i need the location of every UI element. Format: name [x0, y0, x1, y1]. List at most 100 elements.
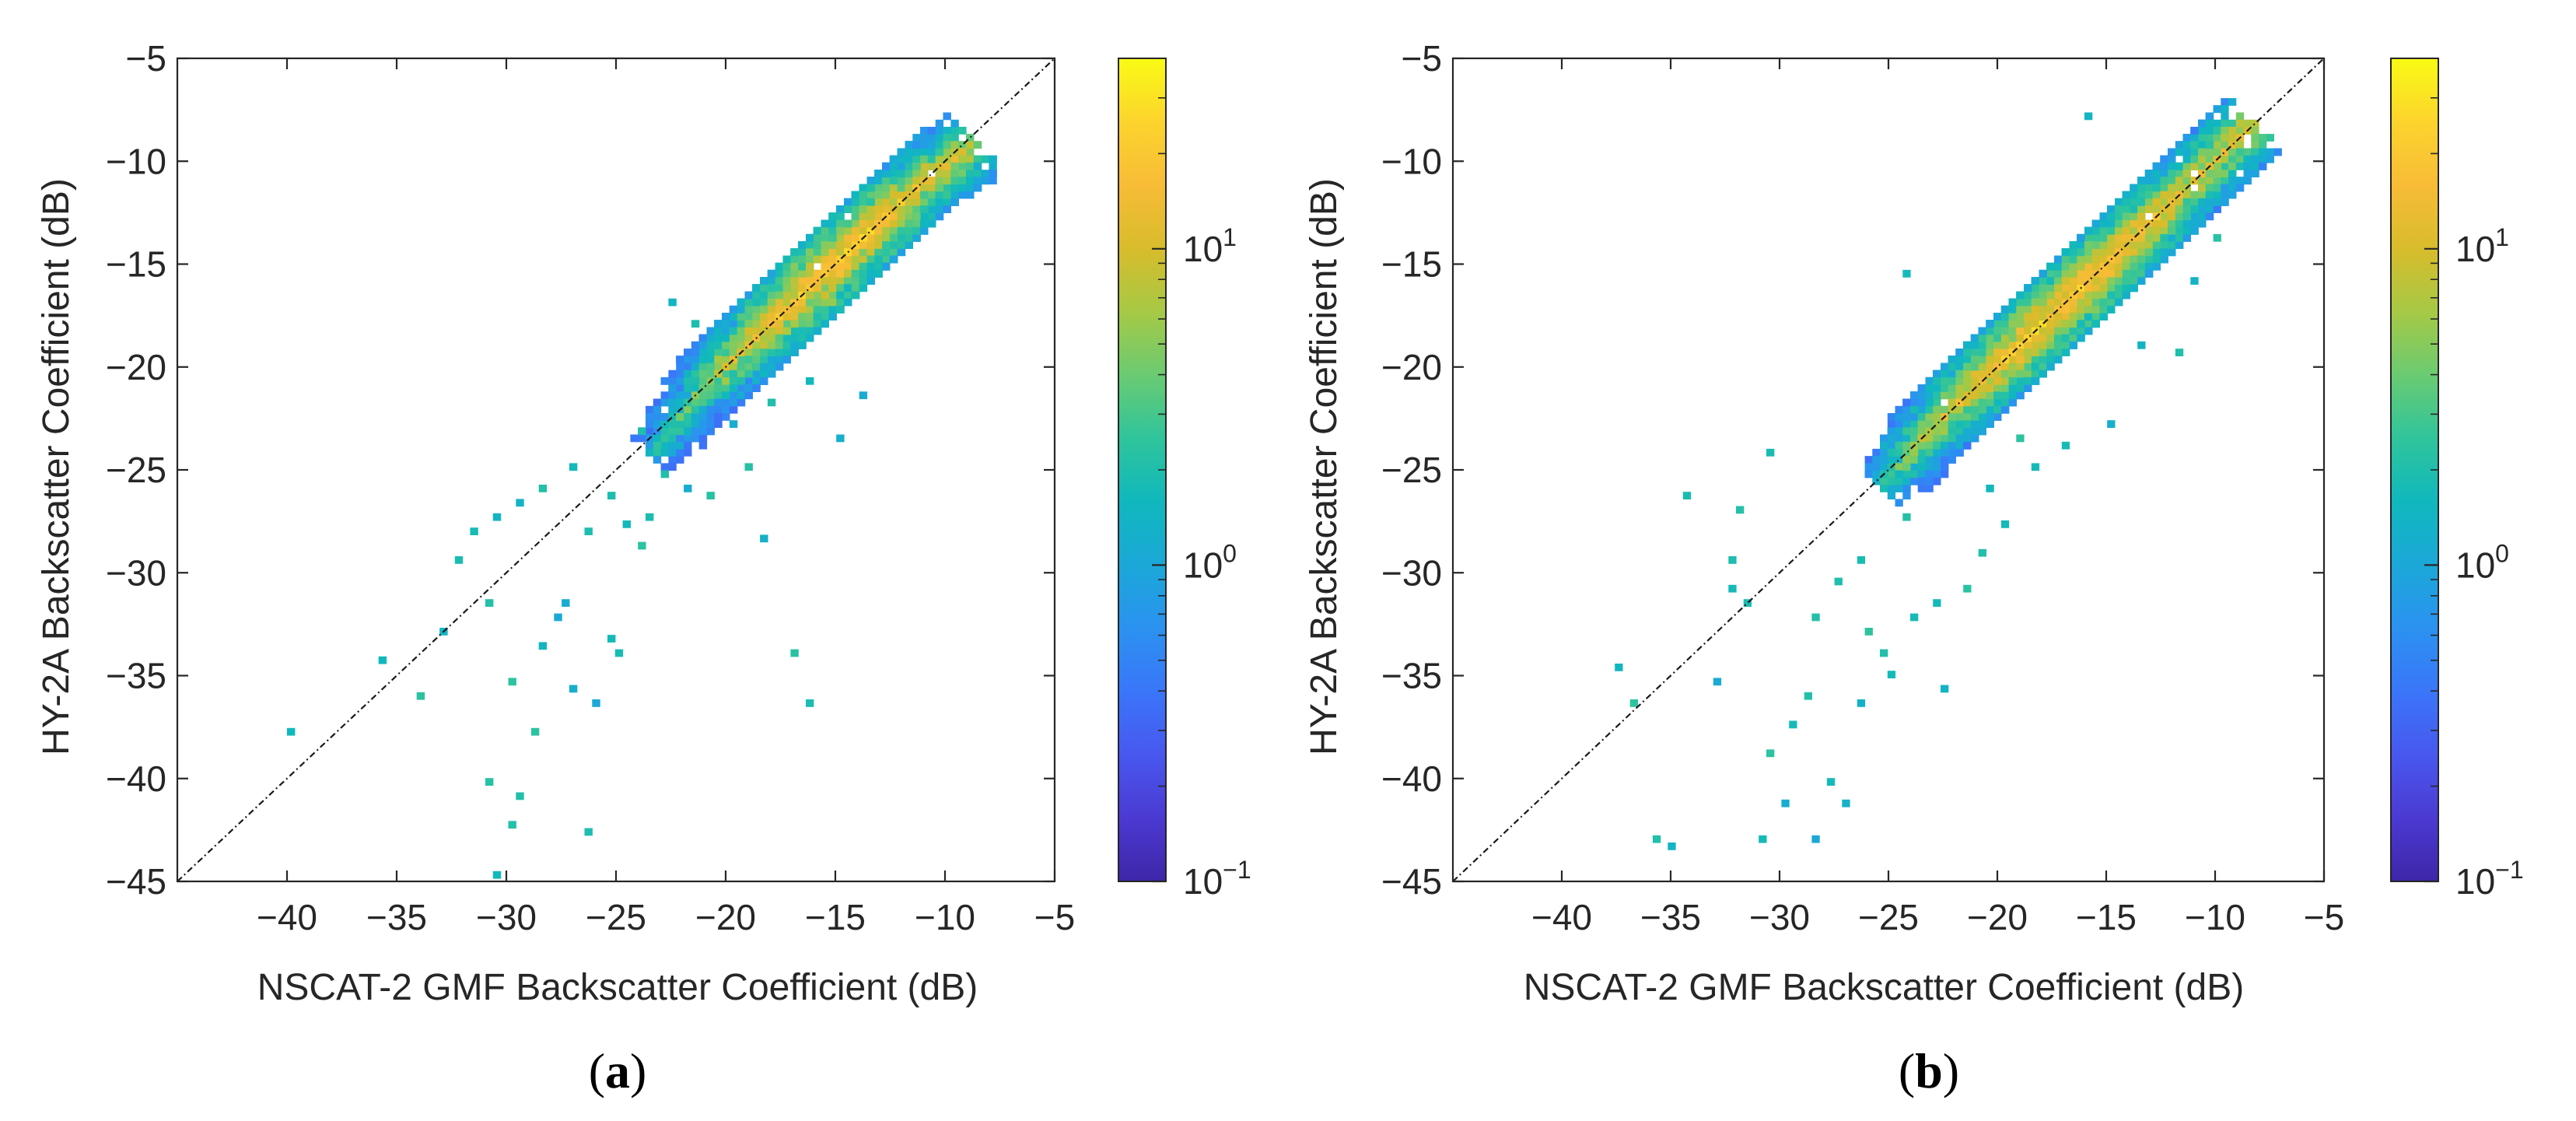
heatmap-cell — [2069, 320, 2077, 328]
heatmap-cell — [2016, 370, 2025, 378]
heatmap-cell — [684, 405, 692, 414]
heatmap-cell — [775, 327, 784, 335]
heatmap-cell — [859, 284, 868, 293]
heatmap-cell — [2046, 291, 2055, 300]
heatmap-cell — [950, 162, 959, 170]
heatmap-cell — [866, 219, 875, 228]
heatmap-cell — [981, 155, 989, 163]
heatmap-cell — [2251, 134, 2259, 142]
heatmap-cell — [973, 162, 982, 170]
heatmap-cell — [2144, 184, 2154, 192]
heatmap-cell — [691, 413, 700, 421]
heatmap-cell — [813, 284, 822, 293]
heatmap-cell — [927, 127, 936, 135]
heatmap-cell — [2024, 363, 2032, 371]
heatmap-cell — [744, 363, 753, 371]
heatmap-cell — [912, 162, 921, 170]
heatmap-cell — [737, 305, 746, 314]
heatmap-cell — [668, 427, 677, 436]
heatmap-cell — [905, 184, 913, 192]
heatmap-cell — [760, 277, 768, 285]
heatmap-cell-outlier — [760, 534, 768, 543]
heatmap-cell — [2168, 148, 2176, 156]
heatmap-cell — [737, 327, 746, 335]
heatmap-cell — [676, 398, 684, 407]
heatmap-cell — [828, 269, 837, 278]
heatmap-cell — [2175, 198, 2184, 206]
heatmap-cell — [2091, 226, 2100, 235]
heatmap-cell — [1948, 370, 1956, 378]
heatmap-cell — [828, 248, 837, 257]
heatmap-cell — [836, 291, 845, 300]
heatmap-cell — [2084, 277, 2093, 285]
heatmap-cell — [950, 141, 959, 149]
heatmap-cell — [2137, 269, 2146, 278]
heatmap-cell — [2084, 255, 2093, 264]
heatmap-cell — [2198, 162, 2207, 170]
heatmap-cell — [2213, 170, 2221, 177]
heatmap-cell — [889, 162, 898, 170]
heatmap-cell — [2054, 255, 2063, 264]
heatmap-cell-outlier — [2000, 520, 2010, 528]
heatmap-cell — [760, 356, 768, 364]
heatmap-cell — [752, 305, 761, 314]
heatmap-cell — [950, 127, 959, 135]
heatmap-cell — [782, 298, 791, 307]
heatmap-cell — [1925, 463, 1934, 471]
heatmap-cell — [722, 413, 730, 421]
x-tick-label: −5 — [2304, 897, 2344, 937]
heatmap-cell — [2198, 127, 2207, 135]
heatmap-cell — [2115, 198, 2123, 206]
heatmap-cell — [859, 219, 868, 228]
heatmap-cell — [874, 248, 883, 257]
heatmap-cell — [905, 205, 913, 213]
heatmap-cell — [2024, 334, 2032, 342]
heatmap-cell — [1986, 363, 1994, 371]
heatmap-cell — [2221, 184, 2229, 192]
heatmap-cell — [714, 320, 723, 328]
heatmap-cell — [2228, 148, 2237, 156]
heatmap-cell — [958, 127, 967, 135]
heatmap-cell — [2137, 255, 2146, 264]
heatmap-cell — [1872, 470, 1881, 478]
heatmap-cell — [1941, 456, 1949, 464]
heatmap-cell — [698, 349, 708, 356]
heatmap-cell — [1955, 370, 1964, 378]
heatmap-cell — [668, 370, 677, 378]
heatmap-cell — [2000, 363, 2010, 371]
heatmap-cell — [2099, 226, 2108, 235]
heatmap-cell — [2046, 341, 2055, 349]
heatmap-cell — [1941, 441, 1949, 450]
heatmap-cell — [2243, 170, 2252, 177]
heatmap-cell — [920, 219, 929, 228]
heatmap-cell — [1986, 327, 1994, 335]
heatmap-cell — [2115, 269, 2123, 278]
heatmap-cell — [2190, 205, 2199, 213]
x-tick-label: −30 — [1749, 897, 1810, 937]
heatmap-cell — [698, 363, 708, 371]
heatmap-cell — [973, 177, 982, 185]
heatmap-cell — [698, 370, 708, 378]
heatmap-cell — [2115, 291, 2123, 300]
heatmap-cell — [866, 198, 875, 206]
heatmap-cell — [676, 356, 684, 364]
heatmap-cell — [874, 241, 883, 249]
heatmap-cell — [2046, 363, 2055, 371]
heatmap-cell — [1910, 413, 1919, 421]
heatmap-cell — [1955, 356, 1964, 364]
heatmap-cell — [1917, 463, 1926, 471]
heatmap-cell — [706, 334, 715, 342]
heatmap-cell — [859, 191, 868, 199]
heatmap-cell — [2190, 162, 2199, 170]
heatmap-cell — [927, 177, 936, 185]
heatmap-cell — [2031, 370, 2040, 378]
heatmap-cell — [889, 233, 898, 242]
heatmap-cell — [2228, 184, 2237, 192]
heatmap-cell — [966, 184, 975, 192]
heatmap-cell — [737, 334, 746, 342]
heatmap-cell — [905, 148, 913, 156]
heatmap-cell — [2168, 226, 2176, 235]
heatmap-cell — [2031, 313, 2040, 321]
heatmap-cell — [760, 377, 768, 385]
heatmap-cell — [2107, 291, 2116, 300]
